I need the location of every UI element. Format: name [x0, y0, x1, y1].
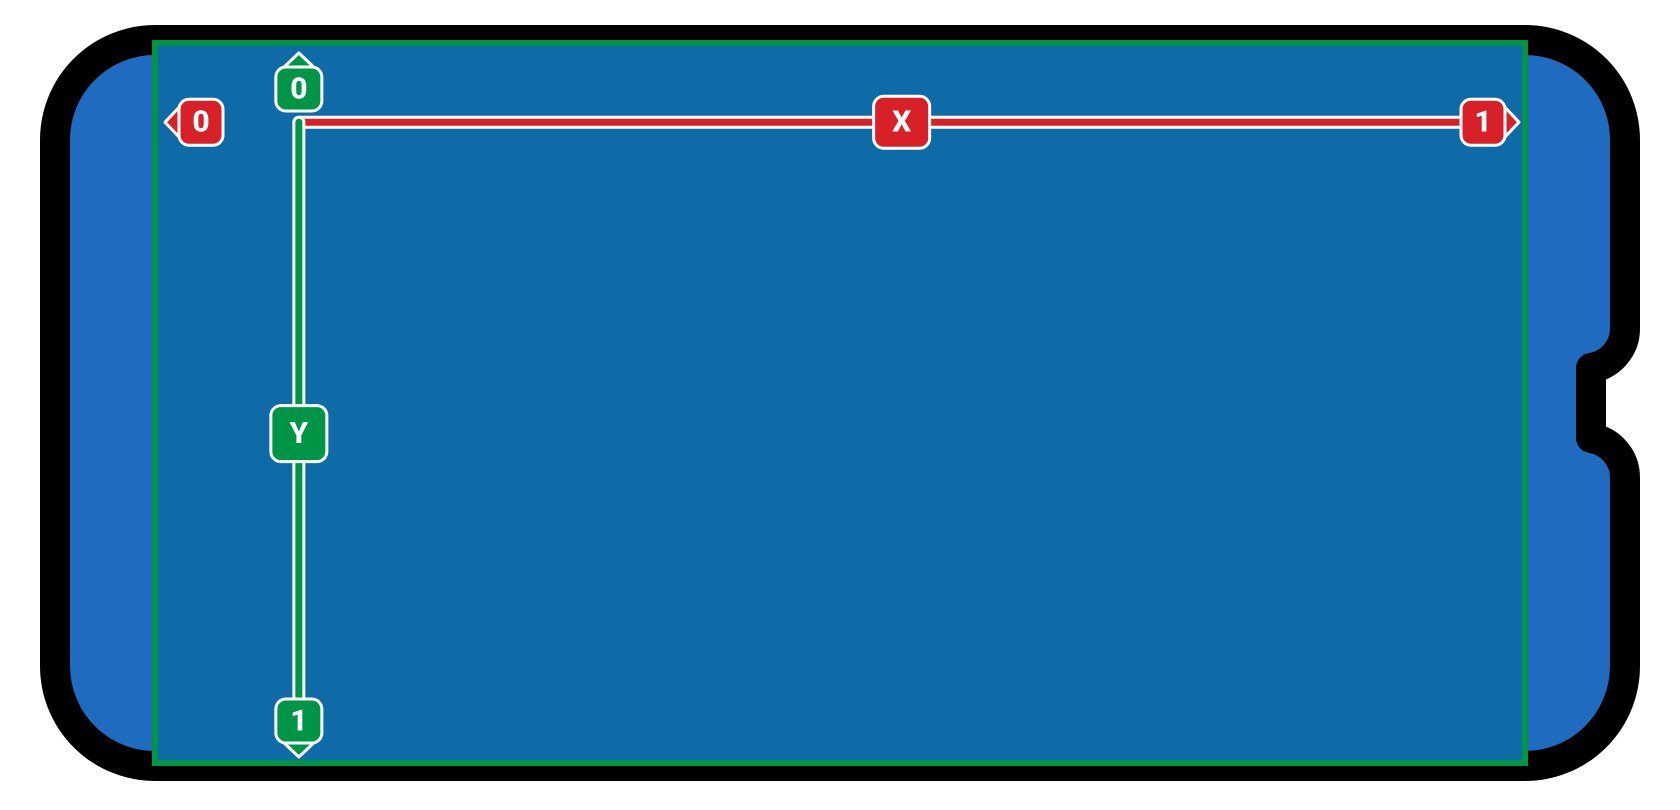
- safe-area: [155, 43, 1525, 763]
- y-axis-start-badge-label: 0: [290, 72, 307, 107]
- x-axis-label-badge-label: X: [892, 105, 911, 140]
- y-axis-label-badge-label: Y: [288, 416, 308, 451]
- x-axis-end-badge-label: 1: [1474, 105, 1491, 140]
- y-axis-end-badge-label: 1: [290, 704, 307, 739]
- x-axis-start-badge-label: 0: [192, 105, 209, 140]
- device-screen: 0 X 1 0 Y 1: [155, 43, 1525, 763]
